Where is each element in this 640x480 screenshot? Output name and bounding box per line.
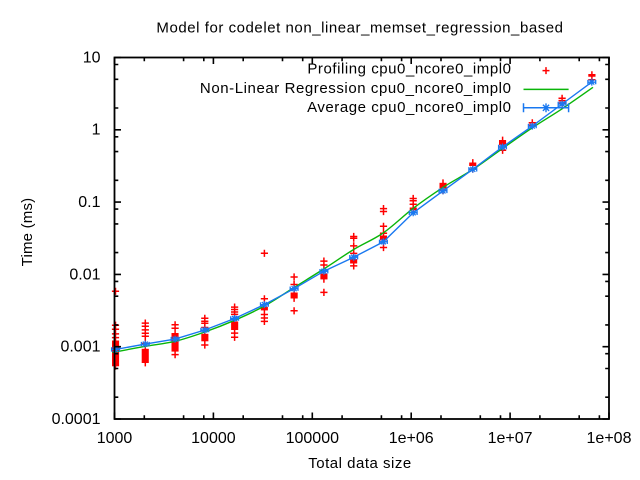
svg-text:100000: 100000 — [286, 430, 339, 447]
svg-text:0.001: 0.001 — [60, 339, 100, 356]
svg-text:10: 10 — [83, 49, 101, 66]
svg-text:1e+07: 1e+07 — [488, 430, 533, 447]
svg-text:0.01: 0.01 — [69, 266, 100, 283]
svg-text:Model for codelet non_linear_m: Model for codelet non_linear_memset_regr… — [156, 19, 563, 36]
svg-text:Profiling cpu0_ncore0_impl0: Profiling cpu0_ncore0_impl0 — [307, 61, 511, 78]
svg-text:0.0001: 0.0001 — [52, 411, 101, 428]
svg-text:0.1: 0.1 — [78, 194, 100, 211]
svg-text:10000: 10000 — [191, 430, 236, 447]
svg-text:1: 1 — [92, 122, 101, 139]
svg-text:1e+08: 1e+08 — [587, 430, 632, 447]
svg-text:Average cpu0_ncore0_impl0: Average cpu0_ncore0_impl0 — [307, 99, 511, 116]
svg-text:Time (ms): Time (ms) — [19, 198, 36, 267]
svg-text:Non-Linear Regression cpu0_nco: Non-Linear Regression cpu0_ncore0_impl0 — [200, 80, 512, 97]
svg-text:1e+06: 1e+06 — [389, 430, 434, 447]
svg-text:Total data size: Total data size — [308, 455, 411, 472]
svg-text:1000: 1000 — [97, 430, 133, 447]
